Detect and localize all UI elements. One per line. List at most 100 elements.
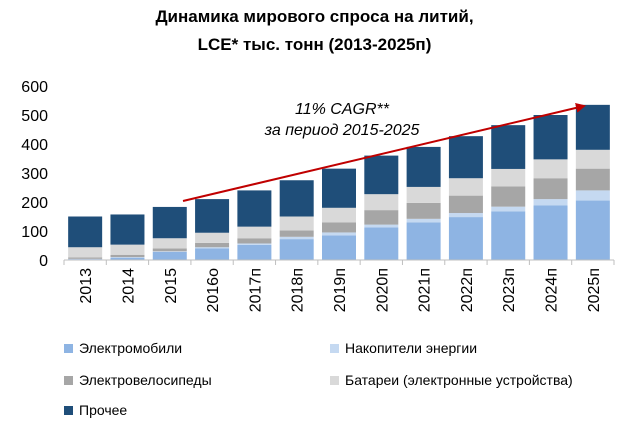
- bar-segment: [279, 216, 314, 231]
- legend-item: Электромобили: [64, 340, 182, 356]
- bar-segment: [364, 224, 399, 228]
- x-tick-label: 2013: [78, 268, 95, 304]
- bar-segment: [195, 242, 230, 248]
- y-tick-label: 600: [21, 79, 48, 96]
- y-tick-label: 0: [39, 253, 48, 270]
- bar-segment: [322, 232, 356, 236]
- legend-swatch: [64, 405, 73, 415]
- bar-segment: [152, 251, 187, 252]
- bar-segment: [448, 195, 483, 214]
- bar-segment: [110, 214, 145, 245]
- y-tick-label: 300: [21, 166, 48, 183]
- legend-label: Электромобили: [79, 340, 183, 356]
- bar-segment: [406, 186, 441, 203]
- legend-swatch: [330, 343, 339, 353]
- bar-segment: [68, 216, 103, 248]
- legend-swatch: [330, 375, 339, 385]
- bar-segment: [575, 190, 610, 201]
- bar-segment: [152, 248, 187, 252]
- x-tick-label: 2016о: [205, 268, 222, 313]
- legend-label: Накопители энергии: [345, 340, 478, 356]
- bar-segment: [533, 115, 568, 160]
- bar-segment: [279, 239, 314, 260]
- bar-segment: [575, 200, 610, 260]
- x-tick-label: 2024п: [544, 268, 561, 312]
- bar-segment: [322, 168, 356, 208]
- bar-segment: [237, 244, 272, 260]
- bar-segment: [491, 125, 526, 169]
- cagr-label: 11% CAGR**: [295, 101, 390, 118]
- y-axis: 0 100 200 300 400 500 600: [21, 79, 48, 270]
- bar-segment: [491, 206, 526, 212]
- bar-segment: [322, 235, 356, 260]
- bar-segment: [406, 202, 441, 219]
- x-tick-label: 2018п: [290, 268, 307, 312]
- bar-segment: [237, 238, 272, 244]
- bar-segment: [533, 199, 568, 206]
- legend-label: Прочее: [79, 402, 128, 418]
- legend-item: Прочее: [64, 402, 127, 418]
- bar-segment: [406, 146, 441, 187]
- bar-segment: [364, 210, 399, 225]
- bar-segment: [448, 213, 483, 218]
- chart-title-line1: Динамика мирового спроса на литий,: [155, 7, 474, 26]
- bar-segment: [364, 155, 399, 195]
- x-tick-label: 2021п: [417, 268, 434, 312]
- y-tick-label: 500: [21, 108, 48, 125]
- bar-segment: [364, 194, 399, 211]
- x-tick-label: 2022п: [459, 268, 476, 312]
- cagr-period-label: за период 2015-2025: [264, 122, 420, 139]
- bar-segment: [575, 168, 610, 191]
- legend-swatch: [64, 343, 73, 353]
- bar-segment: [448, 136, 483, 179]
- bar-segment: [279, 180, 314, 217]
- legend-item: Электровелосипеды: [64, 372, 212, 388]
- legend-label: Батареи (электронные устройства): [345, 372, 573, 388]
- x-tick-label: 2020п: [374, 268, 391, 312]
- bar-segment: [110, 257, 145, 260]
- bar-segment: [195, 247, 230, 249]
- bar-segment: [322, 207, 356, 223]
- bar-segment: [406, 218, 441, 223]
- bar-segment: [448, 178, 483, 196]
- cagr-trend-arrow: [182, 102, 586, 202]
- bar-segment: [406, 222, 441, 260]
- bar-segment: [195, 199, 230, 233]
- bar-segment: [491, 168, 526, 187]
- bar-segment: [237, 190, 272, 227]
- bar-segment: [195, 232, 230, 243]
- chart-title-line2: LCE* тыс. тонн (2013-2025п): [197, 35, 432, 54]
- bar-segment: [152, 251, 187, 260]
- legend-item: Накопители энергии: [330, 340, 477, 356]
- x-tick-label: 2014: [120, 268, 137, 304]
- bar-segment: [491, 186, 526, 207]
- bar-segment: [279, 236, 314, 240]
- bar-segment: [364, 227, 399, 260]
- bar-segment: [237, 243, 272, 245]
- y-tick-label: 100: [21, 224, 48, 241]
- bar-segment: [110, 244, 145, 255]
- bar-segment: [533, 205, 568, 260]
- bar-segment: [152, 238, 187, 249]
- bar-segment: [491, 211, 526, 260]
- bar-segment: [322, 222, 356, 233]
- bar-segment: [448, 217, 483, 260]
- legend-item: Батареи (электронные устройства): [330, 372, 573, 388]
- bar-segment: [575, 149, 610, 169]
- x-tick-label: 2017п: [247, 268, 264, 312]
- bar-segment: [533, 159, 568, 179]
- legend-swatch: [64, 375, 73, 385]
- bar-segment: [575, 104, 610, 150]
- bar-segment: [110, 257, 145, 258]
- legend-label: Электровелосипеды: [79, 372, 212, 388]
- bar-segment: [110, 254, 145, 258]
- bars-group: [68, 104, 610, 260]
- y-tick-label: 400: [21, 137, 48, 154]
- x-tick-label: 2019п: [332, 268, 349, 312]
- bar-segment: [533, 178, 568, 200]
- x-tick-label: 2025п: [586, 268, 603, 312]
- bar-segment: [279, 230, 314, 237]
- x-tick-label: 2023п: [501, 268, 518, 312]
- bar-segment: [68, 257, 103, 259]
